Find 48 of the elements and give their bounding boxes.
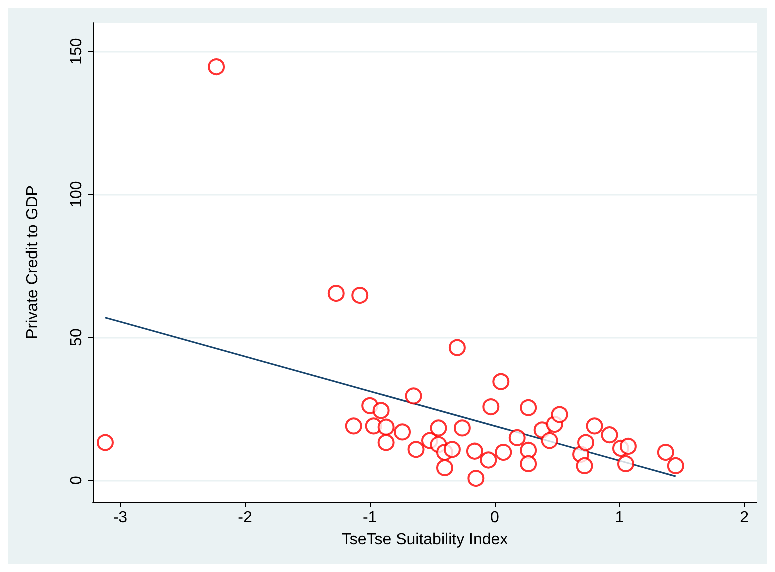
point (96, 434, 114, 452)
point (620, 438, 637, 456)
point (430, 420, 448, 437)
point (436, 459, 454, 476)
point (448, 339, 466, 356)
point (352, 287, 369, 304)
y-tick-label: 100 (68, 181, 86, 208)
x-tick-label: 1 (615, 510, 624, 526)
point (492, 373, 510, 390)
y-tick-label: 0 (68, 476, 86, 486)
point (520, 442, 538, 460)
point (468, 470, 485, 488)
x-tick-label: 0 (490, 510, 500, 526)
x-axis-title: TseTse Suitability Index (342, 532, 508, 548)
point (601, 426, 618, 444)
point (508, 429, 526, 446)
point (394, 424, 412, 441)
point (520, 455, 538, 472)
point (480, 452, 498, 469)
point (576, 457, 594, 474)
point (405, 388, 422, 405)
point (551, 406, 568, 424)
point (208, 58, 226, 76)
x-tick-label: -1 (362, 510, 378, 526)
point (408, 441, 425, 458)
point (466, 442, 484, 460)
point (378, 418, 395, 436)
x-tick-label: 2 (740, 510, 750, 526)
y-tick-label: 50 (68, 328, 86, 346)
point (520, 399, 538, 416)
point (372, 402, 390, 420)
point (541, 432, 558, 450)
y-axis-title: Private Credit to GDP (24, 186, 42, 340)
point (454, 420, 471, 437)
point (328, 285, 345, 302)
point (657, 444, 674, 462)
point (578, 434, 595, 452)
point (444, 441, 461, 458)
point (495, 444, 512, 462)
point (345, 418, 362, 435)
point (586, 418, 604, 435)
point (482, 398, 500, 416)
point (617, 455, 634, 472)
point (378, 434, 395, 452)
x-tick-label: -2 (238, 510, 252, 526)
x-tick-label: -3 (113, 510, 128, 526)
y-tick-label: 150 (68, 38, 86, 65)
point (667, 457, 684, 474)
